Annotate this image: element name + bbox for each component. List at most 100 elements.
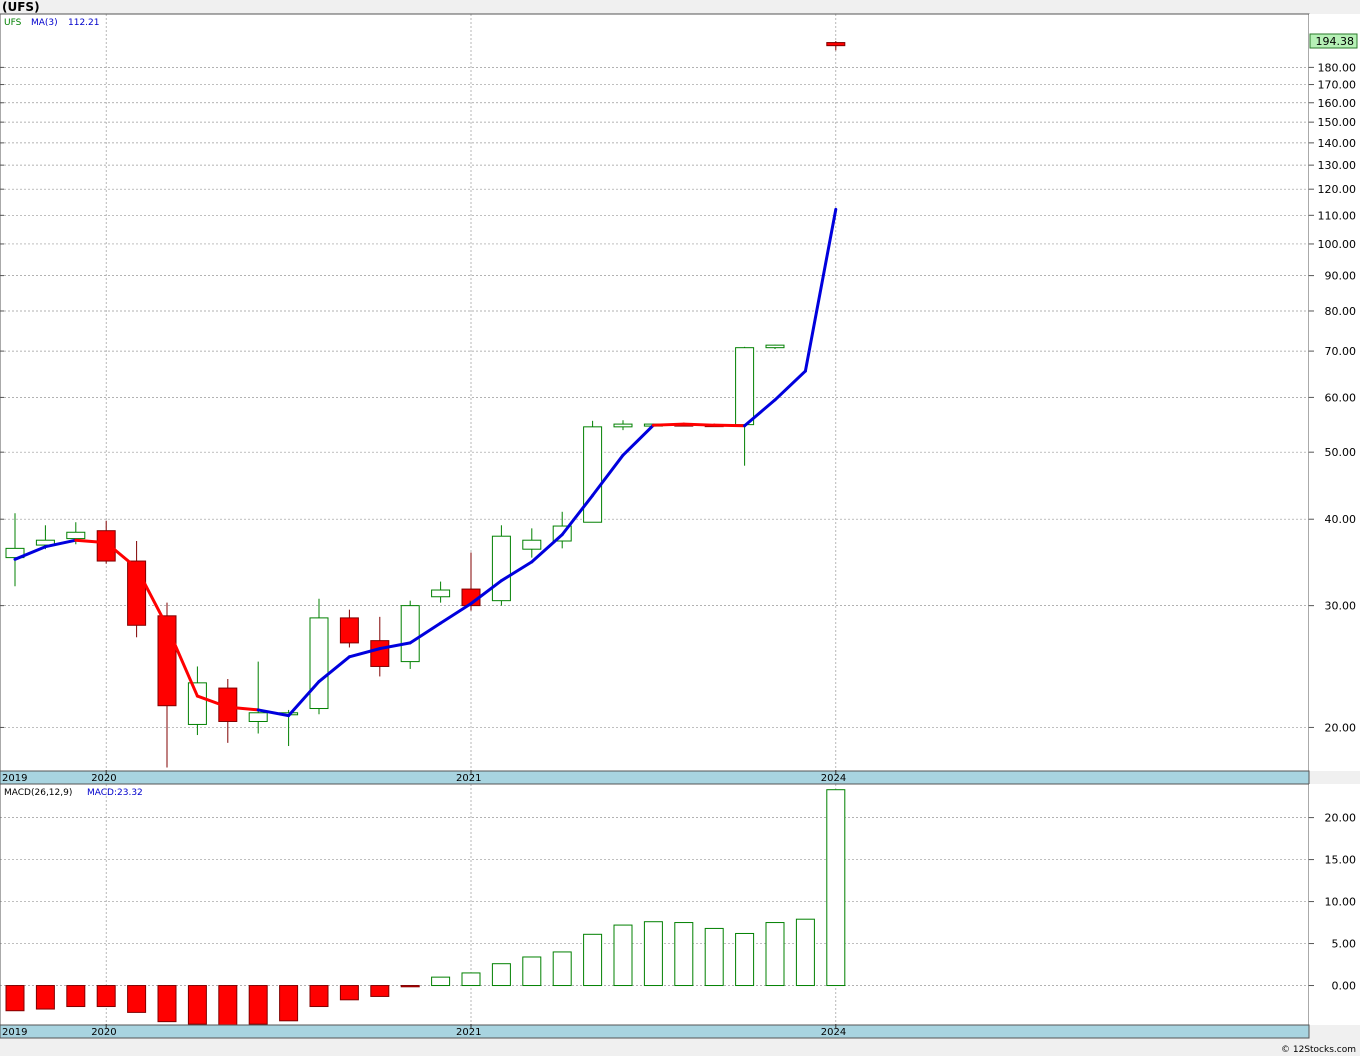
ma-segment (378, 641, 412, 651)
candle-body (35, 539, 55, 546)
price-tick-label: 140.00 (1318, 137, 1357, 150)
price-panel-plot (0, 14, 1309, 771)
ma-line (13, 207, 838, 718)
macd-bar (187, 985, 207, 1025)
ma-segment (560, 493, 595, 537)
ma-segment (104, 541, 139, 570)
macd-bar (35, 985, 55, 1010)
copyright: © 12Stocks.com (1281, 1045, 1356, 1055)
candle-body (309, 617, 329, 710)
ma-segment (195, 694, 230, 709)
date-label: 2020 (91, 773, 116, 784)
candle-body (826, 42, 846, 47)
candle-body (370, 640, 390, 667)
ma-segment (135, 566, 169, 628)
price-y-axis: 20.00 30.00 40.00 50.00 60.00 70.00 80.00 90.00… (0, 61, 1356, 734)
ma-segment (499, 560, 534, 583)
ma-segment (165, 624, 199, 698)
price-tick-label: 110.00 (1318, 209, 1357, 222)
macd-bar (339, 985, 359, 1001)
date-label: 2019 (2, 773, 27, 784)
macd-bar (127, 985, 147, 1013)
last-price-value: 194.38 (1316, 35, 1355, 48)
price-x-axis: 2019 2020 2021 2024 (2, 770, 846, 784)
price-tick-label: 60.00 (1325, 391, 1357, 404)
macd-bar (96, 985, 116, 1008)
last-price-badge (1309, 33, 1358, 49)
ma-segment (803, 207, 838, 373)
ma-segment (317, 655, 351, 684)
ma-segment (469, 579, 503, 606)
candle-body (96, 530, 116, 562)
candle-body (248, 712, 268, 722)
macd-bar (613, 924, 633, 987)
price-tick-label: 30.00 (1325, 600, 1357, 613)
price-tick-label: 180.00 (1318, 61, 1357, 74)
date-label: 2024 (821, 1027, 846, 1038)
price-date-band (0, 770, 1310, 785)
macd-bar (735, 932, 755, 987)
date-label: 2019 (2, 1027, 27, 1038)
macd-bar (522, 956, 542, 987)
legend-symbol: UFS (4, 18, 22, 28)
macd-bar (431, 976, 451, 987)
ma-segment (347, 647, 382, 659)
macd-bar (400, 985, 420, 988)
macd-bar (370, 985, 390, 997)
macd-legend-name: MACD(26,12,9) (4, 788, 72, 798)
macd-bar (674, 922, 694, 987)
price-tick-label: 50.00 (1325, 446, 1357, 459)
macd-tick-label: 0.00 (1332, 980, 1357, 993)
macd-bar (765, 922, 785, 987)
price-tick-label: 160.00 (1318, 97, 1357, 110)
macd-bar (491, 963, 511, 987)
candle-body (613, 423, 633, 428)
ma-segment (408, 621, 443, 645)
candle-body (583, 426, 603, 523)
legend-ma-value: 112.21 (68, 18, 100, 28)
legend-ma-label: MA(3) (31, 18, 58, 28)
macd-bar (309, 985, 329, 1008)
price-tick-label: 150.00 (1318, 116, 1357, 129)
chart-title: (UFS) (2, 0, 40, 14)
macd-bar (279, 985, 299, 1022)
macd-bar (795, 918, 815, 987)
macd-tick-label: 20.00 (1325, 812, 1357, 825)
ma-segment (682, 422, 716, 427)
ma-segment (439, 602, 473, 625)
candle-body (765, 344, 785, 349)
ma-segment (651, 422, 686, 427)
date-label: 2021 (456, 1027, 481, 1038)
ma-segment (43, 538, 78, 549)
macd-bar (826, 789, 846, 987)
macd-bar (5, 985, 25, 1012)
ma-segment (530, 533, 564, 564)
macd-bar (704, 927, 724, 987)
macd-tick-label: 10.00 (1325, 896, 1357, 909)
price-axis-area (1309, 14, 1360, 771)
macd-bar (552, 951, 572, 987)
macd-bar (66, 985, 86, 1008)
price-tick-label: 120.00 (1318, 183, 1357, 196)
price-tick-label: 90.00 (1325, 270, 1357, 283)
date-label: 2024 (821, 773, 846, 784)
ma-segment (74, 538, 108, 545)
macd-bar (643, 921, 663, 987)
price-tick-label: 20.00 (1325, 721, 1357, 734)
macd-x-axis: 2019 2020 2021 2024 (2, 1024, 846, 1038)
macd-bars (5, 789, 846, 1027)
candle-body (431, 589, 451, 598)
ma-segment (621, 423, 655, 457)
price-tick-label: 80.00 (1325, 305, 1357, 318)
macd-bar (157, 985, 177, 1023)
ma-segment (226, 705, 260, 712)
candle-body (187, 682, 207, 725)
candle-body (735, 347, 755, 426)
candle-body (66, 531, 86, 540)
price-tick-label: 100.00 (1318, 238, 1357, 251)
macd-legend-value: MACD:23.32 (87, 788, 143, 798)
ma-segment (591, 453, 625, 497)
ma-segment (712, 423, 747, 428)
price-tick-label: 70.00 (1325, 345, 1357, 358)
